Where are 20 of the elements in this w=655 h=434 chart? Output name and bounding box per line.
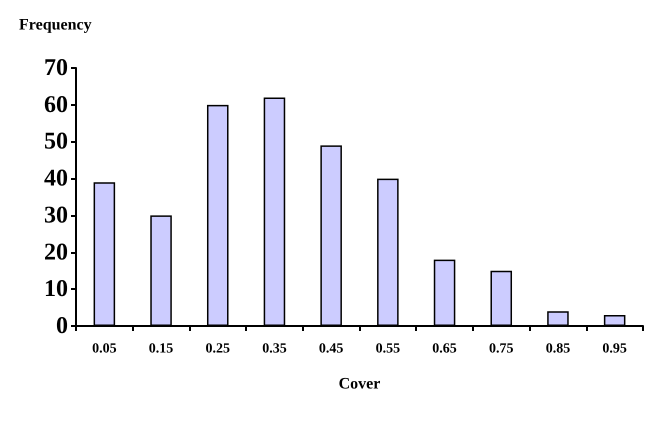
y-tick-label: 0	[56, 313, 68, 339]
x-tick-label: 0.55	[376, 342, 400, 356]
x-tick-label: 0.85	[546, 342, 570, 356]
y-tick-label: 70	[44, 55, 68, 81]
y-tick-label: 60	[44, 92, 68, 118]
y-tick-label: 30	[44, 202, 68, 228]
y-axis-title: Frequency	[19, 16, 92, 34]
x-tick-label: 0.35	[262, 342, 287, 356]
x-tick-label: 0.05	[92, 342, 117, 356]
x-tick-label: 0.15	[148, 342, 174, 356]
y-tick-label: 20	[44, 239, 68, 266]
x-tick-label: 0.75	[489, 342, 514, 356]
x-tick-label: 0.65	[432, 342, 457, 356]
x-tick-label: 0.95	[602, 342, 627, 356]
x-tick-label: 0.25	[206, 342, 230, 356]
y-tick-label: 50	[44, 128, 68, 155]
y-tick-label: 40	[44, 166, 68, 192]
x-tick-label: 0.45	[318, 342, 344, 356]
x-axis-title: Cover	[338, 376, 380, 392]
y-tick-label: 10	[44, 276, 68, 302]
